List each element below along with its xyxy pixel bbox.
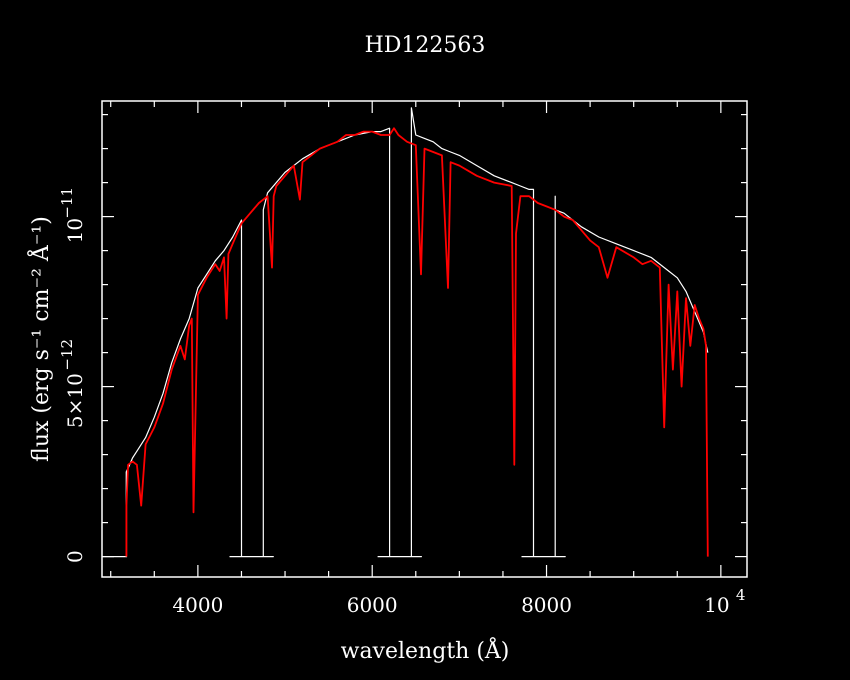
series-group (102, 107, 709, 558)
y-tick-label-group: 5×10 −12 (58, 339, 87, 428)
x-axis-label: wavelength (Å) (341, 636, 510, 664)
y-tick-exponent: −11 (58, 187, 76, 219)
y-tick-exponent: −12 (58, 339, 76, 371)
x-tick-exponent: 4 (736, 586, 746, 604)
plot-frame (101, 100, 748, 578)
x-tick-label: 6000 (347, 593, 398, 617)
x-tick-label: 10 (704, 593, 729, 617)
y-tick-label: 0 (63, 550, 87, 563)
y-axis-label: flux (erg s⁻¹ cm⁻² Å⁻¹) (26, 216, 54, 462)
x-tick-labels: 4000 6000 8000 10 4 (172, 586, 745, 617)
y-tick-label: 10 (63, 218, 87, 243)
y-tick-label: 5×10 (63, 373, 87, 428)
y-tick-label-group: 10−11 (58, 187, 87, 243)
x-tick-label: 4000 (172, 593, 223, 617)
series-baseline (102, 471, 128, 558)
chart-title: HD122563 (365, 33, 486, 58)
series-line-red (125, 127, 709, 557)
x-tick-label: 8000 (521, 593, 572, 617)
y-tick-label-group: 0 (63, 550, 87, 563)
y-tick-labels: 0 5×10 −12 10−11 (58, 187, 87, 563)
axis-ticks (102, 101, 747, 577)
